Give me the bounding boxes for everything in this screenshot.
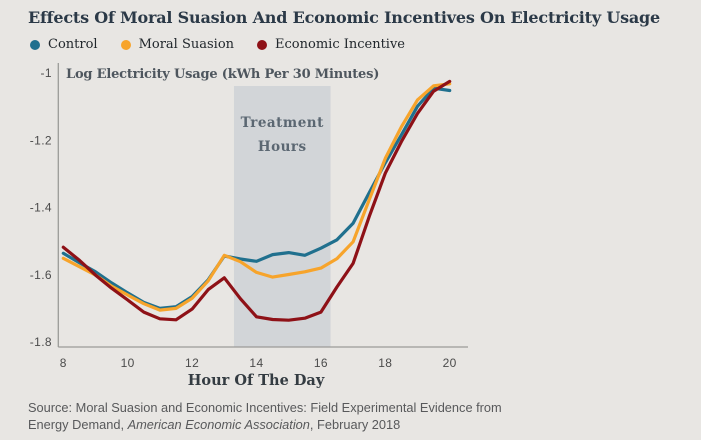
x-tick-label: 10	[121, 356, 135, 370]
series-line-economic-incentive	[61, 79, 452, 322]
legend-item-control: Control	[30, 37, 98, 52]
x-tick-label: 12	[185, 356, 199, 370]
source-date: , February 2018	[309, 416, 401, 432]
treatment-band-label-line1: Treatment	[241, 115, 324, 131]
legend-dot-icon	[257, 39, 268, 50]
y-tick-label: -1.4	[30, 201, 52, 215]
treatment-band	[233, 86, 331, 347]
x-tick-label: 20	[443, 356, 457, 370]
x-tick-label: 16	[314, 356, 328, 370]
x-tick-label: 8	[60, 356, 67, 370]
legend-label: Moral Suasion	[138, 37, 235, 52]
chart-title: Effects Of Moral Suasion And Economic In…	[28, 8, 661, 27]
series-line-moral-suasion	[61, 82, 452, 312]
legend-item-economic-incentive: Economic Incentive	[257, 37, 405, 52]
source-text: Source: Moral Suasion and Economic Incen…	[28, 400, 502, 432]
legend: Control Moral Suasion Economic Incentive	[30, 37, 405, 52]
y-tick-label: -1	[41, 66, 52, 80]
source-journal: American Economic Association	[127, 416, 310, 432]
treatment-band-label-line2: Hours	[258, 139, 307, 155]
legend-dot-icon	[30, 39, 40, 50]
source-note: Source: Moral Suasion and Economic Incen…	[28, 400, 528, 433]
legend-label: Control	[48, 37, 98, 52]
y-tick-label: -1.8	[30, 335, 52, 349]
legend-item-moral-suasion: Moral Suasion	[120, 37, 235, 52]
line-chart: Treatment Hours Log Electricity Usage (kWh…	[30, 63, 468, 389]
y-tick-label: -1.2	[30, 133, 52, 147]
y-tick-label: -1.6	[30, 268, 52, 282]
legend-label: Economic Incentive	[275, 37, 405, 52]
x-axis-title: Hour Of The Day	[188, 372, 325, 389]
legend-dot-icon	[120, 39, 131, 50]
x-tick-label: 18	[378, 356, 392, 370]
x-tick-label: 14	[249, 356, 263, 370]
y-axis-title: Log Electricity Usage (kWh Per 30 Minute…	[66, 67, 379, 82]
